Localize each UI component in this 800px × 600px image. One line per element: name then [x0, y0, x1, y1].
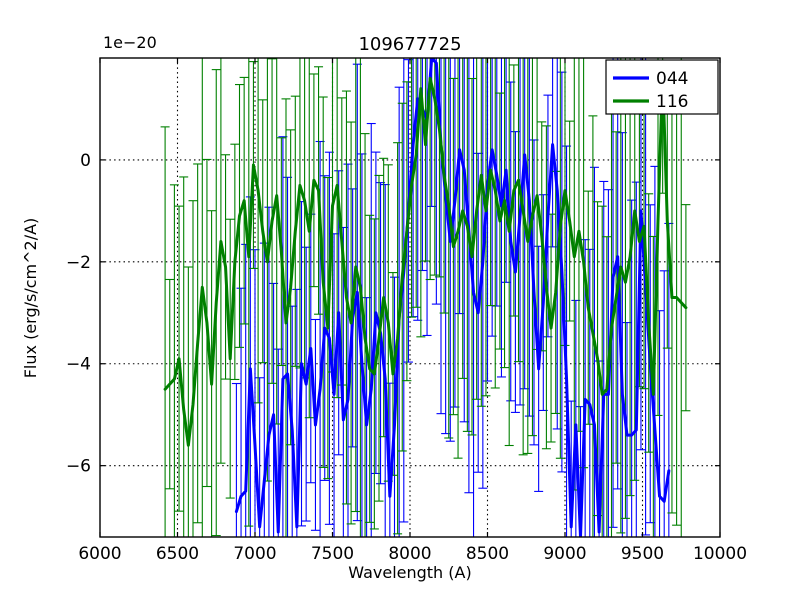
- x-tick-label: 6000: [78, 544, 121, 564]
- x-tick-label: 9500: [621, 544, 664, 564]
- x-tick-label: 10000: [693, 544, 747, 564]
- chart-legend[interactable]: 044 116: [605, 59, 719, 115]
- data-lines: [163, 58, 688, 537]
- y-tick-labels: 0 −2 −4 −6: [66, 151, 91, 477]
- x-tick-labels: 6000 6500 7000 7500 8000 8500 9000 9500 10000: [78, 544, 747, 564]
- series-line-044: [234, 58, 671, 537]
- y-tick-label: −6: [66, 457, 91, 477]
- legend-box: [605, 59, 719, 115]
- y-tick-label: −2: [66, 253, 91, 273]
- x-tick-label: 8500: [466, 544, 509, 564]
- legend-label-116: 116: [656, 92, 688, 112]
- x-tick-label: 7500: [311, 544, 354, 564]
- x-axis-label: Wavelength (A): [348, 563, 471, 582]
- x-tick-label: 7000: [233, 544, 276, 564]
- y-tick-label: 0: [80, 151, 91, 171]
- x-tick-label: 9000: [543, 544, 586, 564]
- x-tick-label: 8000: [388, 544, 431, 564]
- legend-label-044: 044: [656, 69, 688, 89]
- y-axis-label: Flux (erg/s/cm^2/A): [21, 218, 40, 379]
- x-tick-label: 6500: [156, 544, 199, 564]
- series-line-116: [163, 71, 688, 447]
- y-axis-offset-text: 1e−20: [103, 33, 157, 52]
- chart-title: 109677725: [358, 34, 461, 55]
- y-tick-label: −4: [66, 355, 91, 375]
